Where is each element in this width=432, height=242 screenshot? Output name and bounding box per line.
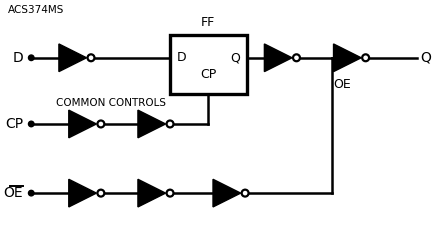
Polygon shape bbox=[334, 44, 361, 72]
Text: OE: OE bbox=[334, 77, 351, 91]
Circle shape bbox=[362, 54, 369, 61]
Text: FF: FF bbox=[201, 16, 215, 29]
Polygon shape bbox=[213, 179, 241, 207]
Text: OE: OE bbox=[4, 186, 23, 200]
Circle shape bbox=[98, 121, 105, 128]
Polygon shape bbox=[69, 179, 96, 207]
Polygon shape bbox=[59, 44, 86, 72]
Polygon shape bbox=[264, 44, 292, 72]
Text: ACS374MS: ACS374MS bbox=[7, 5, 64, 15]
Bar bbox=[169, 35, 247, 94]
Text: CP: CP bbox=[5, 117, 23, 131]
Circle shape bbox=[88, 54, 95, 61]
Text: D: D bbox=[176, 51, 186, 64]
Text: CP: CP bbox=[200, 68, 216, 81]
Text: D: D bbox=[13, 51, 23, 65]
Polygon shape bbox=[138, 179, 165, 207]
Polygon shape bbox=[138, 110, 165, 138]
Circle shape bbox=[29, 121, 34, 127]
Text: Q: Q bbox=[420, 51, 431, 65]
Text: Q: Q bbox=[230, 51, 240, 64]
Circle shape bbox=[167, 190, 174, 197]
Circle shape bbox=[241, 190, 248, 197]
Circle shape bbox=[167, 121, 174, 128]
Text: COMMON CONTROLS: COMMON CONTROLS bbox=[56, 98, 165, 108]
Circle shape bbox=[98, 190, 105, 197]
Polygon shape bbox=[69, 110, 96, 138]
Circle shape bbox=[293, 54, 300, 61]
Circle shape bbox=[29, 190, 34, 196]
Circle shape bbox=[29, 55, 34, 60]
